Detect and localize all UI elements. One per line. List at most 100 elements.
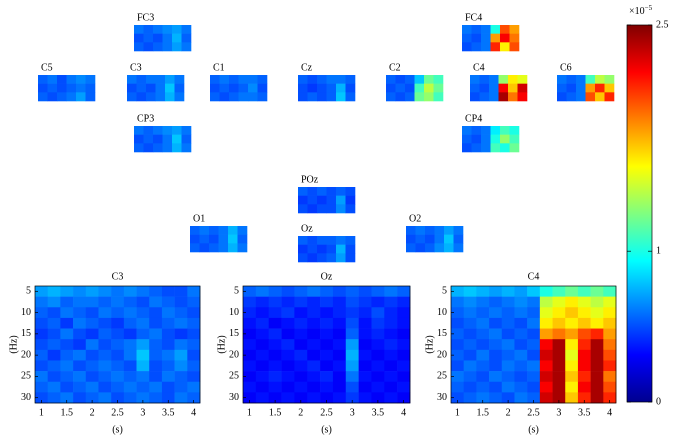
map-cell bbox=[500, 33, 510, 43]
heatmap-cell bbox=[174, 349, 188, 361]
map-cell bbox=[174, 83, 185, 93]
y-tick-label: 15 bbox=[229, 328, 239, 339]
map-cell bbox=[336, 204, 346, 214]
heatmap-cell bbox=[489, 392, 503, 404]
map-cell bbox=[257, 83, 268, 93]
map-cell bbox=[47, 92, 58, 102]
map-cell bbox=[406, 243, 416, 253]
map-cell bbox=[424, 75, 434, 84]
map-cell bbox=[414, 75, 425, 84]
heatmap-cell bbox=[603, 286, 617, 297]
map-cell bbox=[576, 75, 586, 84]
map-cell bbox=[165, 92, 175, 102]
map-cell bbox=[444, 234, 454, 244]
heatmap-cell bbox=[565, 328, 579, 340]
heatmap-cell bbox=[371, 360, 385, 372]
heatmap-cell bbox=[47, 317, 61, 329]
x-tick-label: 3 bbox=[140, 407, 145, 418]
map-cell bbox=[453, 234, 464, 244]
heatmap-cell bbox=[281, 349, 295, 361]
heatmap-cell bbox=[268, 317, 282, 329]
heatmap-cell bbox=[123, 296, 137, 308]
electrode-label: C3 bbox=[130, 62, 142, 73]
heatmap-cell bbox=[397, 286, 411, 297]
map-cell bbox=[604, 83, 615, 93]
heatmap-cell bbox=[451, 339, 464, 351]
heatmap-cell bbox=[527, 286, 541, 297]
map-cell bbox=[345, 195, 356, 205]
heatmap-cell bbox=[123, 349, 137, 361]
heatmap-cell bbox=[320, 360, 334, 372]
map-cell bbox=[433, 75, 444, 84]
heatmap-cell bbox=[384, 349, 398, 361]
heatmap-cell bbox=[174, 296, 188, 308]
heatmap-cell bbox=[489, 286, 503, 297]
heatmap-cell bbox=[552, 296, 566, 308]
map-cell bbox=[345, 253, 356, 263]
heatmap-cell bbox=[73, 392, 87, 404]
electrode-label: C1 bbox=[213, 62, 225, 73]
heatmap-cell bbox=[332, 371, 347, 383]
heatmap-cell bbox=[47, 286, 61, 297]
heatmap-cell bbox=[73, 286, 87, 297]
map-cell bbox=[298, 244, 308, 254]
map-cell bbox=[298, 83, 308, 93]
map-cell bbox=[153, 126, 163, 135]
heatmap-cell bbox=[243, 317, 257, 329]
map-cell bbox=[127, 83, 137, 93]
map-cell bbox=[317, 187, 327, 196]
heatmap-cell bbox=[47, 381, 61, 393]
heatmap-cell bbox=[451, 317, 464, 329]
x-tick-label: 3 bbox=[350, 407, 355, 418]
heatmap-cell bbox=[98, 307, 112, 319]
map-cell bbox=[405, 92, 415, 102]
heatmap-cell bbox=[35, 349, 48, 361]
map-cell bbox=[462, 126, 472, 135]
heatmap-cell bbox=[565, 381, 579, 393]
heatmap-cell bbox=[255, 392, 269, 404]
y-tick-label: 20 bbox=[21, 349, 31, 360]
heatmap-cell bbox=[501, 371, 515, 383]
map-cell bbox=[471, 126, 482, 135]
heatmap-cell bbox=[565, 307, 579, 319]
map-cell bbox=[134, 33, 144, 43]
map-cell bbox=[481, 25, 491, 34]
map-cell bbox=[307, 83, 318, 93]
x-tick-label: 2.5 bbox=[111, 407, 124, 418]
heatmap-cell bbox=[332, 286, 347, 297]
map-cell bbox=[237, 243, 248, 253]
heatmap-cell bbox=[123, 328, 137, 340]
map-cell bbox=[326, 236, 337, 245]
map-cell bbox=[209, 226, 219, 235]
heatmap-cell bbox=[136, 317, 150, 329]
heatmap-cell bbox=[136, 328, 150, 340]
heatmap-cell bbox=[35, 381, 48, 393]
heatmap-cell bbox=[149, 349, 163, 361]
heatmap-cell bbox=[603, 317, 617, 329]
heatmap-cell bbox=[60, 349, 74, 361]
map-cell bbox=[199, 234, 210, 244]
heatmap-cell bbox=[281, 339, 295, 351]
map-cell bbox=[471, 25, 482, 34]
heatmap-cell bbox=[268, 371, 282, 383]
heatmap-cell bbox=[35, 392, 48, 404]
heatmap-cell bbox=[136, 360, 150, 372]
heatmap-cell bbox=[501, 328, 515, 340]
map-cell bbox=[134, 42, 144, 52]
heatmap-cell bbox=[111, 328, 125, 340]
heatmap-cell bbox=[514, 307, 528, 319]
heatmap-cell bbox=[174, 392, 188, 404]
heatmap-cell bbox=[539, 392, 553, 404]
map-cell bbox=[298, 236, 308, 245]
heatmap-cell bbox=[501, 339, 515, 351]
y-tick-label: 25 bbox=[21, 371, 31, 382]
heatmap-cell bbox=[187, 328, 201, 340]
heatmap-cell bbox=[384, 317, 398, 329]
heatmap-cell bbox=[123, 339, 137, 351]
electrode-label: CP4 bbox=[465, 113, 482, 124]
heatmap-cell bbox=[552, 360, 566, 372]
map-cell bbox=[345, 83, 356, 93]
map-cell bbox=[386, 83, 396, 93]
heatmap-cell bbox=[358, 317, 372, 329]
heatmap-cell bbox=[98, 317, 112, 329]
